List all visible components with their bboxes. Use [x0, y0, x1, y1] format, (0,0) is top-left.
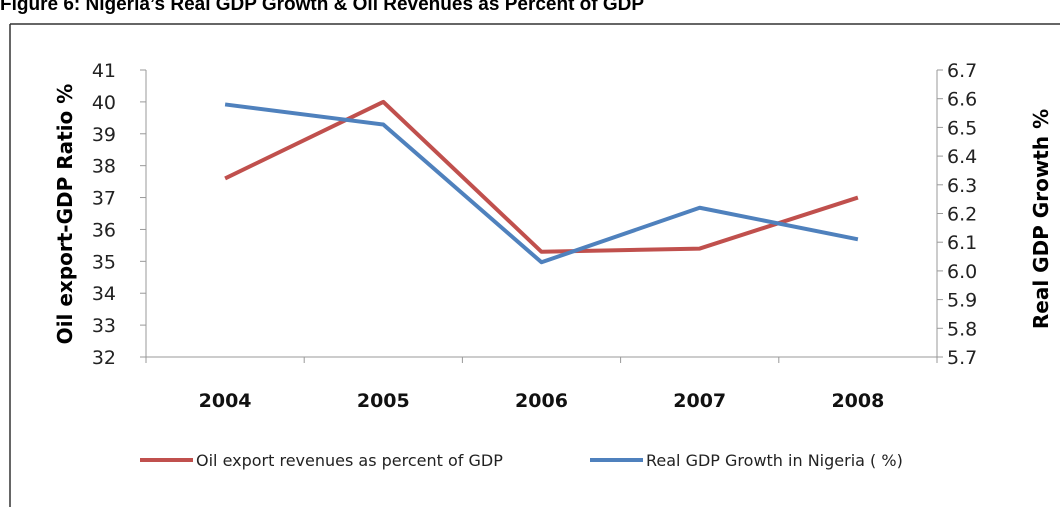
legend-label-gdp: Real GDP Growth in Nigeria ( %) [646, 451, 903, 470]
x-tick-label: 2006 [515, 390, 568, 412]
right-tick-label: 6.4 [947, 146, 977, 168]
right-tick-label: 5.9 [947, 290, 977, 312]
x-tick-label: 2007 [673, 390, 726, 412]
x-tick-label: 2008 [831, 390, 884, 412]
left-axis-ticks: 32 33 34 35 36 37 38 39 40 41 [92, 60, 146, 369]
right-tick-label: 6.3 [947, 175, 977, 197]
right-tick-label: 6.7 [947, 60, 977, 82]
left-tick-label: 40 [92, 92, 116, 114]
right-tick-label: 6.5 [947, 117, 977, 139]
legend-label-oil: Oil export revenues as percent of GDP [196, 451, 503, 470]
right-tick-label: 5.7 [947, 347, 977, 369]
right-tick-label: 6.0 [947, 261, 977, 283]
right-axis-title: Real GDP Growth % [1029, 109, 1053, 329]
right-tick-label: 6.1 [947, 232, 977, 254]
left-tick-label: 33 [92, 315, 116, 337]
right-tick-label: 6.6 [947, 89, 977, 111]
left-tick-label: 38 [92, 156, 116, 178]
series-lines [224, 99, 859, 265]
figure-title: Figure 6: Nigeria’s Real GDP Growth & Oi… [0, 0, 645, 15]
right-tick-label: 6.2 [947, 204, 977, 226]
right-tick-label: 5.8 [947, 318, 977, 340]
left-tick-label: 39 [92, 124, 116, 146]
left-tick-label: 32 [92, 347, 116, 369]
right-axis-ticks: 5.7 5.8 5.9 6.0 6.1 6.2 6.3 6.4 6.5 6.6 6.7 [937, 60, 977, 369]
legend: Oil export revenues as percent of GDP Re… [140, 451, 903, 470]
left-tick-label: 35 [92, 251, 116, 273]
x-tick-label: 2004 [199, 390, 252, 412]
x-tick-label: 2005 [357, 390, 410, 412]
x-axis-ticks: 2004 2005 2006 2007 2008 [145, 357, 938, 412]
series-line-oil [224, 99, 859, 254]
left-axis-title: Oil export-GDP Ratio % [53, 84, 77, 345]
series-line-gdp [224, 102, 859, 265]
chart-frame [9, 23, 1060, 507]
left-tick-label: 36 [92, 219, 116, 241]
left-tick-label: 37 [92, 188, 116, 210]
left-tick-label: 41 [92, 60, 116, 82]
left-tick-label: 34 [92, 283, 116, 305]
